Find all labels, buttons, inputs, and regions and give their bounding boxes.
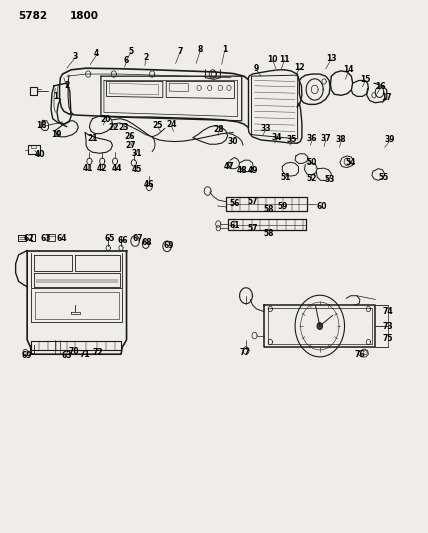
- Text: 21: 21: [87, 134, 98, 143]
- Text: 72: 72: [92, 348, 103, 357]
- Text: 47: 47: [223, 162, 234, 171]
- Text: 22: 22: [108, 123, 119, 132]
- Text: 65: 65: [104, 235, 115, 244]
- Text: 30: 30: [228, 136, 238, 146]
- Text: 69: 69: [22, 351, 33, 360]
- Text: 57: 57: [247, 197, 258, 206]
- Text: 41: 41: [83, 164, 93, 173]
- Text: 75: 75: [383, 334, 393, 343]
- Text: 69: 69: [164, 241, 175, 250]
- Text: 44: 44: [111, 164, 122, 173]
- Text: 11: 11: [279, 55, 290, 63]
- Text: 25: 25: [152, 121, 163, 130]
- Text: 71: 71: [80, 350, 90, 359]
- Text: 59: 59: [278, 202, 288, 211]
- Text: 36: 36: [307, 134, 318, 143]
- Text: 3: 3: [73, 52, 78, 61]
- Text: 2: 2: [143, 53, 149, 62]
- Text: 18: 18: [36, 121, 47, 130]
- Text: 51: 51: [280, 173, 291, 182]
- Text: 53: 53: [324, 175, 334, 184]
- Text: 48: 48: [236, 166, 247, 175]
- Text: 63: 63: [62, 351, 72, 360]
- Text: 67: 67: [133, 235, 143, 244]
- Text: 70: 70: [69, 347, 79, 356]
- Text: 28: 28: [213, 125, 223, 134]
- Text: 13: 13: [326, 54, 336, 62]
- Text: 73: 73: [383, 321, 393, 330]
- Text: 12: 12: [294, 63, 305, 71]
- Text: 19: 19: [51, 130, 61, 139]
- Text: 5: 5: [128, 47, 134, 55]
- Text: 1: 1: [54, 92, 59, 101]
- Text: 66: 66: [117, 237, 128, 246]
- Text: 62: 62: [23, 235, 34, 244]
- Text: 42: 42: [97, 164, 107, 173]
- Text: 40: 40: [35, 150, 45, 159]
- Text: 56: 56: [229, 199, 240, 208]
- Text: 34: 34: [272, 133, 282, 142]
- Text: 23: 23: [118, 123, 129, 132]
- Text: 10: 10: [268, 55, 278, 63]
- Text: 6: 6: [124, 56, 129, 64]
- Text: 60: 60: [316, 203, 327, 212]
- Text: 63: 63: [40, 235, 51, 244]
- Text: 17: 17: [381, 93, 392, 102]
- Text: 45: 45: [132, 165, 143, 174]
- Text: 49: 49: [248, 166, 259, 175]
- Text: 52: 52: [307, 174, 317, 183]
- Text: 1800: 1800: [69, 11, 98, 21]
- Polygon shape: [317, 323, 322, 329]
- Text: 20: 20: [100, 115, 110, 124]
- Text: 15: 15: [360, 75, 371, 84]
- Text: 68: 68: [141, 238, 152, 247]
- Text: 54: 54: [345, 158, 356, 167]
- Text: 64: 64: [56, 235, 66, 244]
- Text: 37: 37: [321, 134, 331, 143]
- Text: 39: 39: [384, 135, 395, 144]
- Text: 5782: 5782: [18, 11, 47, 21]
- Text: 35: 35: [286, 135, 297, 144]
- Text: 9: 9: [254, 64, 259, 73]
- Text: 77: 77: [239, 348, 250, 357]
- Text: 26: 26: [124, 132, 135, 141]
- Text: 33: 33: [261, 124, 271, 133]
- Text: 55: 55: [379, 173, 389, 182]
- Text: 74: 74: [383, 307, 393, 316]
- Text: 57: 57: [247, 224, 258, 233]
- Text: 38: 38: [336, 135, 346, 144]
- Text: 24: 24: [166, 119, 177, 128]
- Text: 4: 4: [94, 50, 99, 58]
- Text: 50: 50: [306, 158, 316, 167]
- Text: 14: 14: [343, 66, 354, 74]
- Text: 1: 1: [222, 45, 227, 54]
- Text: 2: 2: [64, 81, 69, 90]
- Text: 61: 61: [229, 221, 240, 230]
- Text: 27: 27: [125, 141, 136, 150]
- Text: 46: 46: [144, 180, 155, 189]
- Text: 58: 58: [263, 229, 274, 238]
- Text: 76: 76: [354, 350, 365, 359]
- Text: 8: 8: [198, 45, 203, 54]
- Text: 16: 16: [375, 82, 386, 91]
- Text: 7: 7: [177, 47, 183, 55]
- Text: 58: 58: [263, 205, 274, 214]
- Text: 31: 31: [131, 149, 142, 158]
